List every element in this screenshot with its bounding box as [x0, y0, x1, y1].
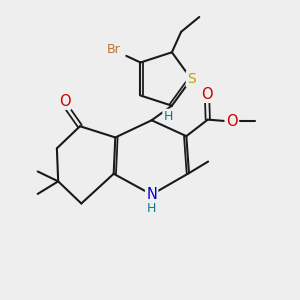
Text: O: O — [201, 87, 213, 102]
Text: H: H — [164, 110, 173, 123]
Text: Br: Br — [107, 44, 121, 56]
Text: O: O — [226, 114, 237, 129]
Text: O: O — [59, 94, 70, 109]
Text: S: S — [187, 72, 196, 86]
Text: H: H — [147, 202, 156, 215]
Text: N: N — [146, 187, 157, 202]
